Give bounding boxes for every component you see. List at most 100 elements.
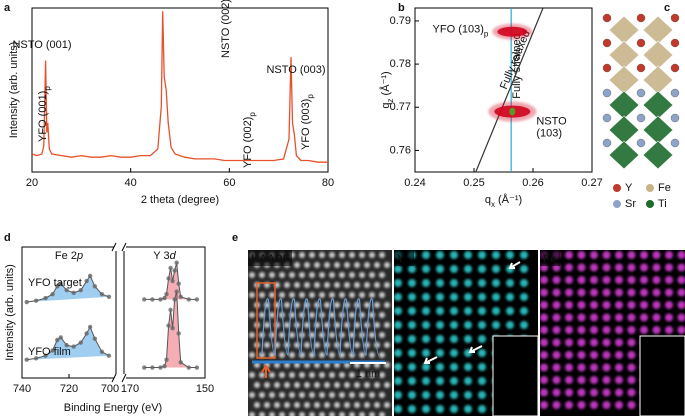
atom-column (478, 251, 486, 259)
atom-column (552, 401, 561, 409)
atom-column (379, 412, 385, 416)
atom-column (640, 263, 648, 272)
legend-label: Ti (658, 198, 667, 210)
atom-column (577, 338, 586, 347)
atom-column (329, 272, 335, 278)
atom-column (565, 288, 573, 297)
atom-column (565, 388, 573, 397)
inset (639, 335, 685, 416)
atom-column (615, 363, 623, 372)
atom-column (436, 363, 444, 371)
atom-column (520, 251, 528, 259)
atom-column (314, 302, 320, 308)
atom-column (339, 252, 345, 258)
atom-column (450, 335, 458, 343)
atom-column (314, 282, 320, 288)
atom-column (627, 251, 636, 259)
atom-column (334, 302, 340, 308)
atom-column (450, 405, 458, 413)
atom-column (269, 332, 275, 338)
atom-column (359, 292, 365, 298)
atom-column (259, 332, 265, 338)
peak-annotation-part: YFO (002) (242, 117, 254, 168)
atom-column (602, 251, 611, 259)
atom-column (492, 265, 500, 273)
octahedron (608, 140, 640, 170)
atom-column (565, 326, 573, 334)
atom-column (364, 302, 370, 308)
atom-column (652, 276, 661, 284)
atom-column (394, 405, 402, 413)
data-point (168, 307, 173, 313)
atom-column (274, 382, 280, 388)
rsm-peak-core (497, 26, 528, 37)
x-axis-label-part: q (485, 194, 491, 206)
atom-column (294, 342, 300, 348)
data-point (71, 290, 76, 296)
atom-column (408, 307, 416, 315)
atom (636, 113, 646, 123)
atom-column (652, 301, 661, 309)
atom-column (520, 265, 528, 273)
data-point (43, 295, 48, 301)
atom-column (304, 382, 310, 388)
atom-column (520, 307, 528, 315)
atom-column (577, 401, 586, 409)
data-point (55, 284, 60, 289)
octahedron (608, 15, 640, 45)
atom-column (602, 388, 611, 397)
atom-column (577, 363, 586, 372)
atom-column (464, 363, 472, 371)
data-point (24, 299, 29, 305)
atom-column (464, 265, 472, 273)
arrow (423, 356, 438, 364)
atom-column (379, 312, 385, 318)
atom-column (374, 402, 380, 408)
atom-column (590, 326, 598, 334)
atom-column (408, 391, 416, 399)
rsm-peak (492, 23, 533, 40)
atom-column (294, 322, 300, 328)
atom-column (408, 321, 416, 329)
atom-column (249, 292, 255, 298)
atom-column (422, 265, 430, 273)
atom-column (329, 412, 335, 416)
atom-column (394, 321, 402, 329)
data-point (142, 365, 147, 370)
atom-column (478, 363, 486, 371)
atom-column (284, 322, 290, 328)
peak-annotation-part: p (306, 94, 315, 99)
y-axis-label: qz (Å⁻¹) (379, 71, 395, 108)
peak-annotation-part: NSTO (003) (266, 64, 325, 76)
atom-column (284, 382, 290, 388)
scale-bar-label: 1 nm (356, 368, 380, 380)
x-tick-label: 0.27 (581, 177, 602, 189)
atom-column (369, 352, 375, 358)
atom-column (640, 276, 648, 284)
atom-column (464, 335, 472, 343)
reference-line (475, 7, 544, 173)
atom-column (565, 263, 573, 272)
atom-column (436, 405, 444, 413)
atom-column (552, 326, 561, 334)
axis-break (114, 374, 126, 382)
atom-column (506, 279, 514, 287)
data-point (176, 331, 181, 336)
atom-column (577, 263, 586, 272)
atom-column (359, 392, 365, 398)
atom-column (640, 301, 648, 309)
atom-column (552, 363, 561, 372)
atom-column (602, 401, 611, 409)
atom-column (324, 282, 330, 288)
axis-break (114, 243, 126, 251)
atom-column (520, 279, 528, 287)
atom-column (436, 321, 444, 329)
atom-column (602, 276, 611, 284)
atom-column (359, 252, 365, 258)
atom-column (436, 391, 444, 399)
atom-column (506, 293, 514, 301)
atom-column (450, 349, 458, 357)
atom-column (615, 251, 623, 259)
atom-column (259, 412, 265, 416)
atom-column (269, 292, 275, 298)
